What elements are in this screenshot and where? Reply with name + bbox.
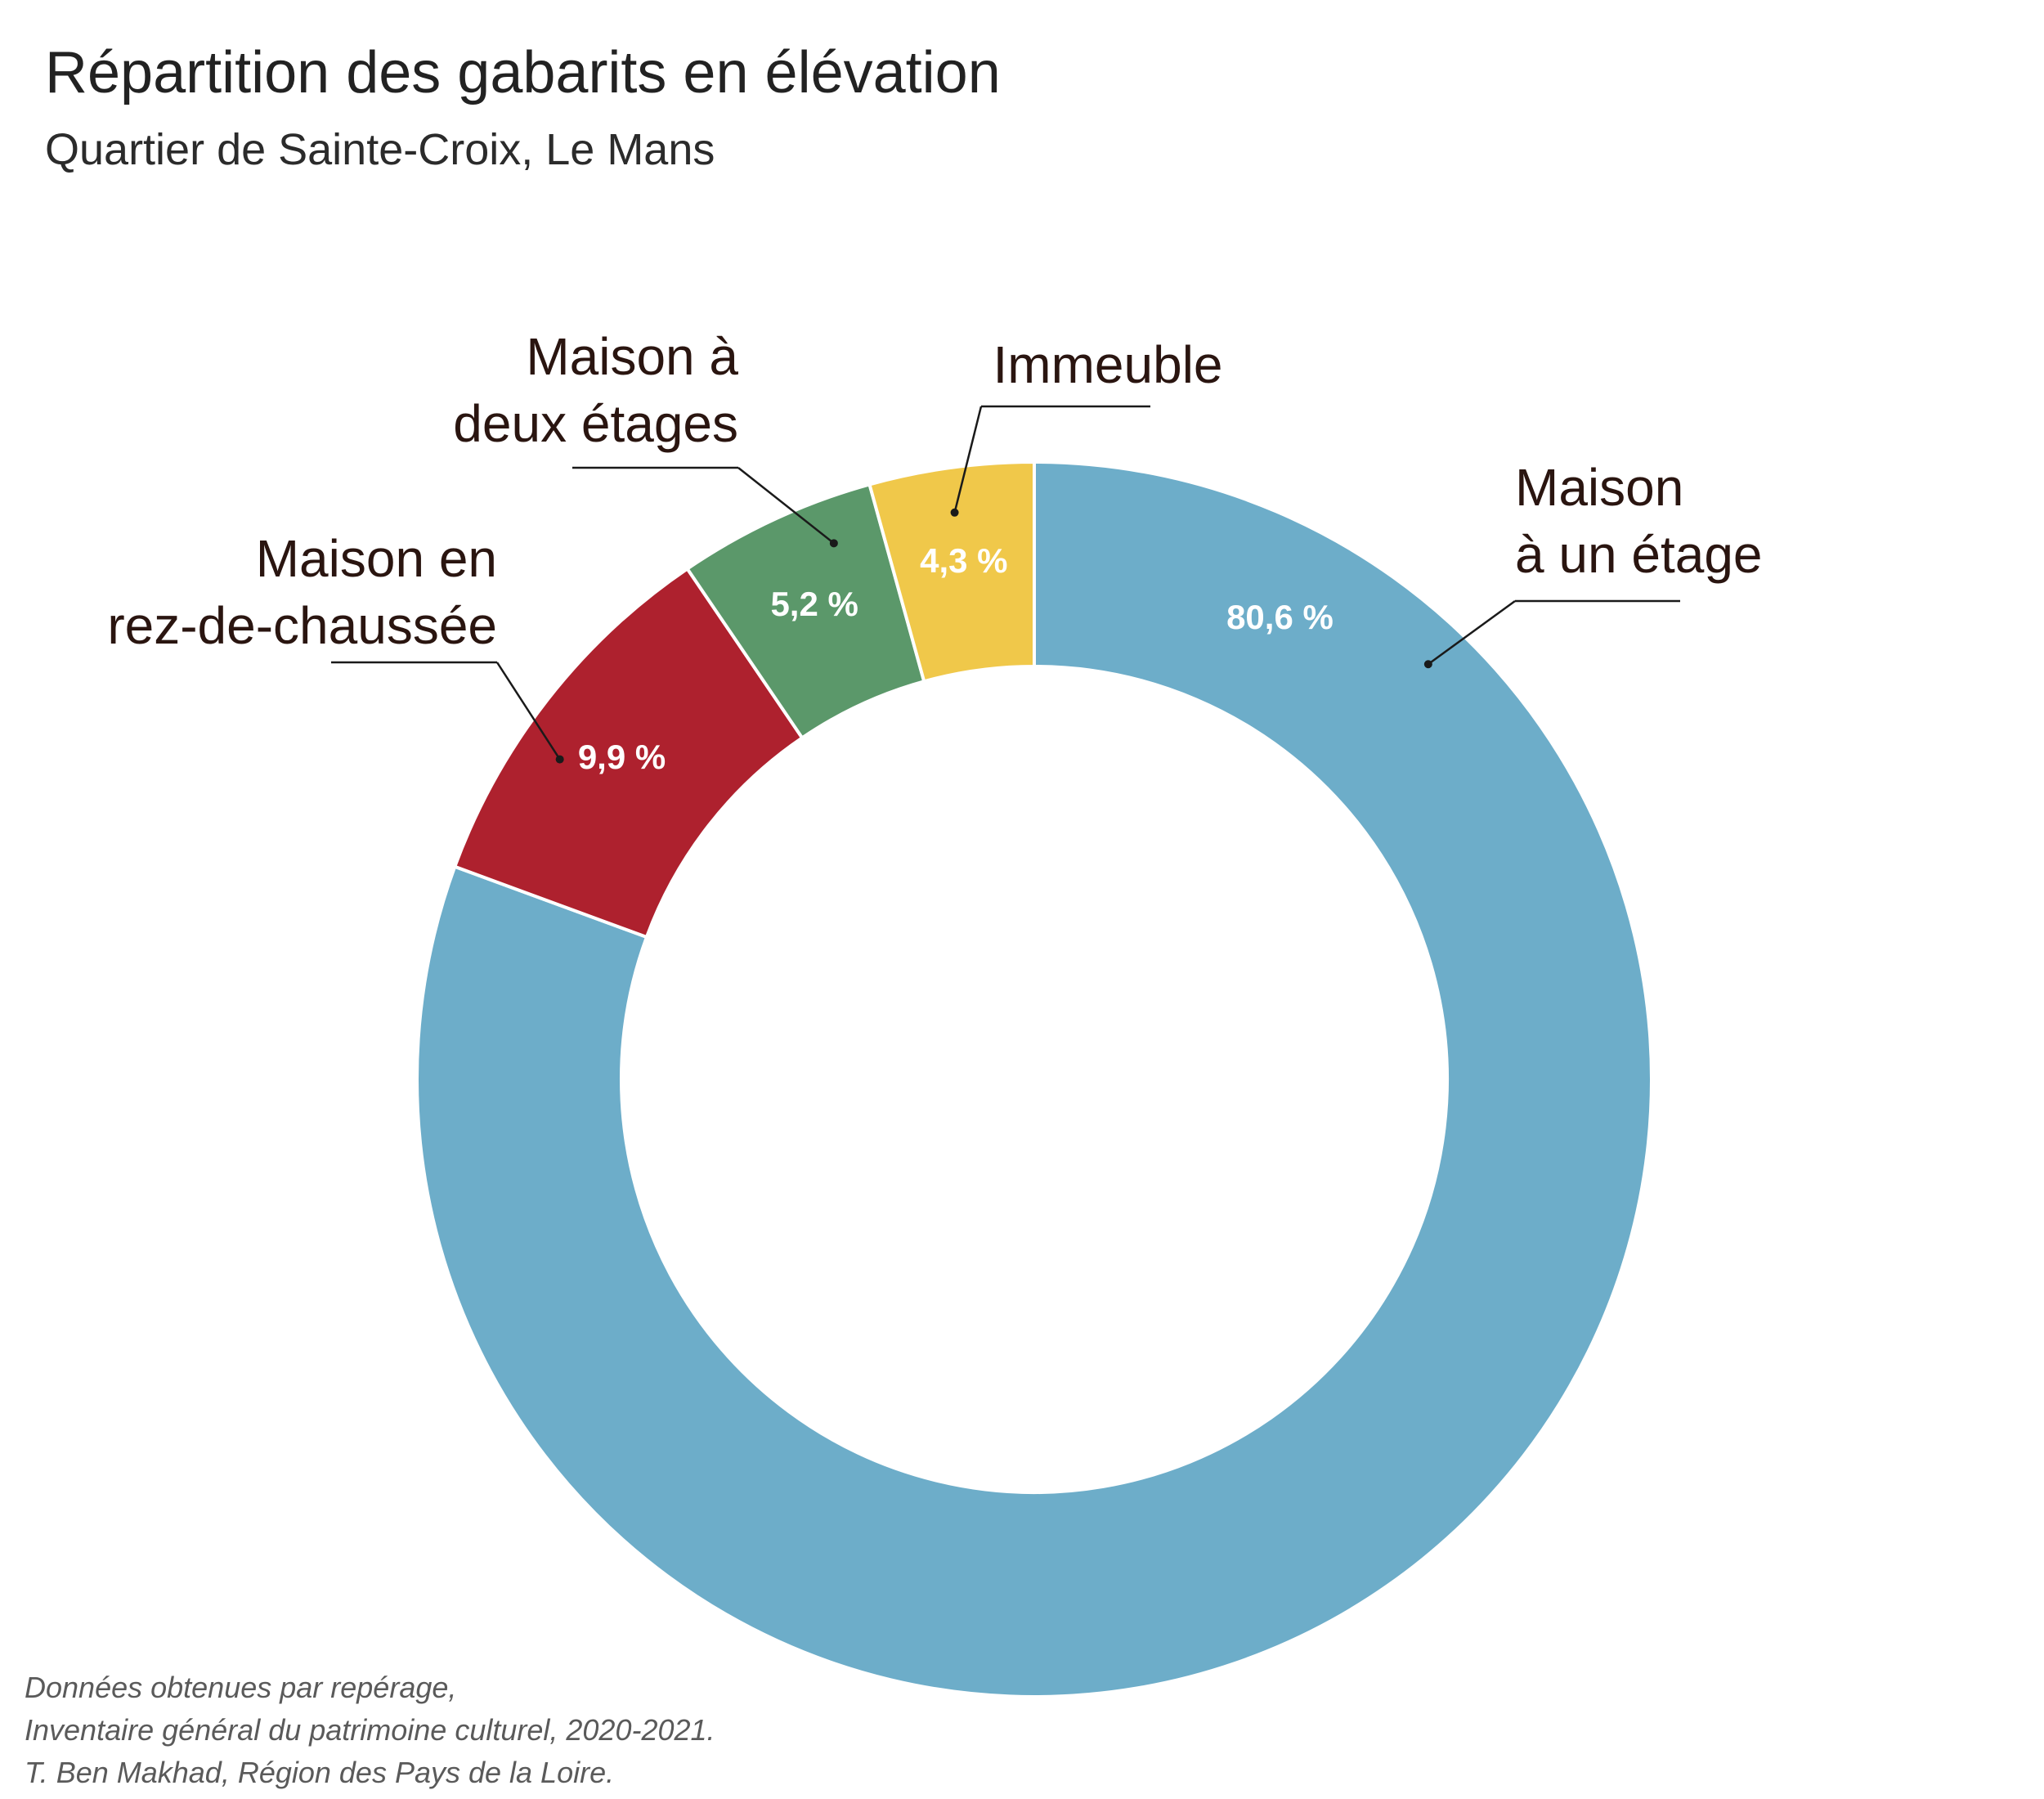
leader-line-immeuble — [953, 406, 983, 514]
value-label-maison-a-un-etage: 80,6 % — [1226, 598, 1334, 636]
value-label-immeuble: 4,3 % — [920, 541, 1007, 580]
leader-lines — [331, 405, 1680, 764]
chart-title: Répartition des gabarits en élévation — [45, 40, 1001, 105]
donut-slices — [415, 460, 1653, 1698]
leader-line-maison-a-deux-etages — [737, 467, 835, 545]
category-label-immeuble: Immeuble — [993, 335, 1223, 394]
leader-line-maison-en-rez-de-chaussee — [495, 662, 561, 760]
slice-maison-a-un-etage — [415, 460, 1653, 1698]
value-label-maison-en-rez-de-chaussee: 9,9 % — [578, 738, 666, 776]
leader-dot-maison-en-rez-de-chaussee — [555, 755, 564, 764]
leader-dot-maison-a-un-etage — [1423, 660, 1432, 669]
value-label-maison-a-deux-etages: 5,2 % — [770, 585, 858, 623]
category-labels: Maison à un étage Maison en rez-de-chaussée… — [107, 327, 1762, 655]
category-label-maison-a-un-etage: Maison à un étage — [1515, 458, 1763, 584]
category-label-maison-en-rez-de-chaussee: Maison en rez-de-chaussée — [107, 529, 497, 655]
chart-subtitle: Quartier de Sainte-Croix, Le Mans — [45, 125, 715, 174]
category-label-maison-a-deux-etages: Maison à deux étages — [453, 327, 738, 453]
source-note-line-2: Inventaire général du patrimoine culture… — [25, 1713, 715, 1747]
source-note-line-3: T. Ben Makhad, Région des Pays de la Loi… — [25, 1756, 615, 1789]
source-note-line-1: Données obtenues par repérage, — [25, 1671, 457, 1704]
source-note: Données obtenues par repérage, Inventair… — [25, 1667, 715, 1794]
leader-dot-immeuble — [950, 508, 959, 517]
slice-immeuble — [867, 460, 1036, 684]
leader-dot-maison-a-deux-etages — [829, 539, 838, 548]
leader-line-maison-a-un-etage — [1428, 599, 1516, 666]
value-labels: 80,6 % 9,9 % 5,2 % 4,3 % — [578, 541, 1334, 776]
